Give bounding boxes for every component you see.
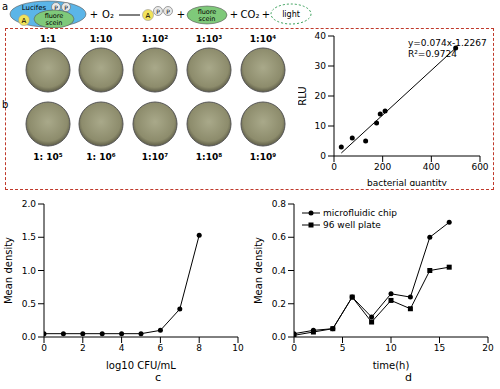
- svg-text:+: +: [230, 9, 238, 20]
- svg-text:log10 CFU/mL: log10 CFU/mL: [106, 360, 176, 371]
- svg-text:600: 600: [471, 162, 488, 172]
- svg-text:1:10²: 1:10²: [142, 34, 168, 44]
- svg-text:0: 0: [320, 151, 326, 161]
- svg-text:200: 200: [374, 162, 391, 172]
- svg-text:6: 6: [158, 343, 164, 353]
- svg-text:10: 10: [385, 343, 397, 353]
- svg-text:0.0: 0.0: [22, 332, 37, 342]
- svg-text:1:10⁸: 1:10⁸: [196, 152, 222, 162]
- svg-text:0.2: 0.2: [272, 299, 286, 309]
- svg-text:0: 0: [331, 162, 337, 172]
- svg-text:1.5: 1.5: [22, 232, 36, 242]
- svg-text:1: 10⁶: 1: 10⁶: [86, 152, 116, 162]
- html-text:R²=0.9724: R²=0.9724: [408, 49, 457, 59]
- svg-text:fluore: fluore: [44, 12, 64, 20]
- svg-text:+: +: [262, 9, 270, 20]
- svg-text:Mean density: Mean density: [253, 237, 264, 304]
- svg-text:RLU: RLU: [298, 86, 308, 105]
- svg-text:+: +: [90, 9, 98, 20]
- html-text:y=0.074x-1.2267: y=0.074x-1.2267: [408, 38, 487, 48]
- svg-text:10: 10: [315, 121, 327, 131]
- svg-text:A: A: [22, 17, 27, 25]
- svg-text:20: 20: [315, 91, 327, 101]
- svg-text:0.8: 0.8: [272, 199, 287, 209]
- svg-text:2: 2: [80, 343, 86, 353]
- svg-text:40: 40: [315, 31, 327, 41]
- html-text:d: d: [405, 371, 412, 384]
- svg-text:0.4: 0.4: [272, 266, 287, 276]
- svg-text:0.6: 0.6: [272, 232, 287, 242]
- svg-text:0.5: 0.5: [22, 299, 36, 309]
- svg-text:1:10³: 1:10³: [196, 34, 222, 44]
- svg-text:O₂: O₂: [102, 9, 114, 20]
- html-text:microfluidic chip: microfluidic chip: [323, 208, 397, 218]
- svg-text:400: 400: [423, 162, 440, 172]
- svg-text:light: light: [282, 10, 300, 19]
- svg-text:1.0: 1.0: [22, 266, 37, 276]
- svg-text:Lucifes: Lucifes: [22, 4, 47, 12]
- svg-text:CO₂: CO₂: [241, 9, 260, 20]
- svg-text:+: +: [177, 9, 185, 20]
- svg-text:20: 20: [482, 343, 492, 353]
- svg-text:4: 4: [119, 343, 125, 353]
- svg-text:b: b: [8, 99, 9, 110]
- svg-text:0: 0: [41, 343, 47, 353]
- svg-text:8: 8: [196, 343, 202, 353]
- svg-text:1: 10⁵: 1: 10⁵: [33, 152, 63, 162]
- svg-text:P: P: [166, 8, 170, 15]
- html-text:c: c: [155, 371, 162, 384]
- svg-text:scein: scein: [46, 19, 63, 27]
- svg-text:a: a: [8, 1, 9, 12]
- svg-text:P: P: [156, 8, 160, 15]
- svg-text:scein: scein: [199, 15, 216, 23]
- svg-text:30: 30: [315, 61, 327, 71]
- svg-text:15: 15: [434, 343, 445, 353]
- svg-text:1:10: 1:10: [90, 34, 112, 44]
- svg-text:2.0: 2.0: [22, 199, 37, 209]
- svg-text:1:10⁹: 1:10⁹: [250, 152, 276, 162]
- svg-text:bacterial quantity: bacterial quantity: [367, 178, 448, 186]
- svg-text:A: A: [146, 12, 151, 20]
- svg-text:fluore: fluore: [197, 8, 217, 16]
- svg-text:0.0: 0.0: [272, 332, 287, 342]
- svg-text:1:10⁴: 1:10⁴: [250, 34, 276, 44]
- svg-text:time(h): time(h): [373, 360, 410, 371]
- svg-text:5: 5: [340, 343, 346, 353]
- svg-text:0: 0: [291, 343, 297, 353]
- svg-text:P: P: [54, 4, 58, 11]
- svg-text:1:10⁷: 1:10⁷: [142, 152, 168, 162]
- svg-text:1:1: 1:1: [40, 34, 56, 44]
- svg-text:Mean density: Mean density: [8, 237, 14, 304]
- svg-text:10: 10: [232, 343, 244, 353]
- html-text:96 well plate: 96 well plate: [323, 220, 381, 230]
- svg-text:P: P: [64, 4, 68, 11]
